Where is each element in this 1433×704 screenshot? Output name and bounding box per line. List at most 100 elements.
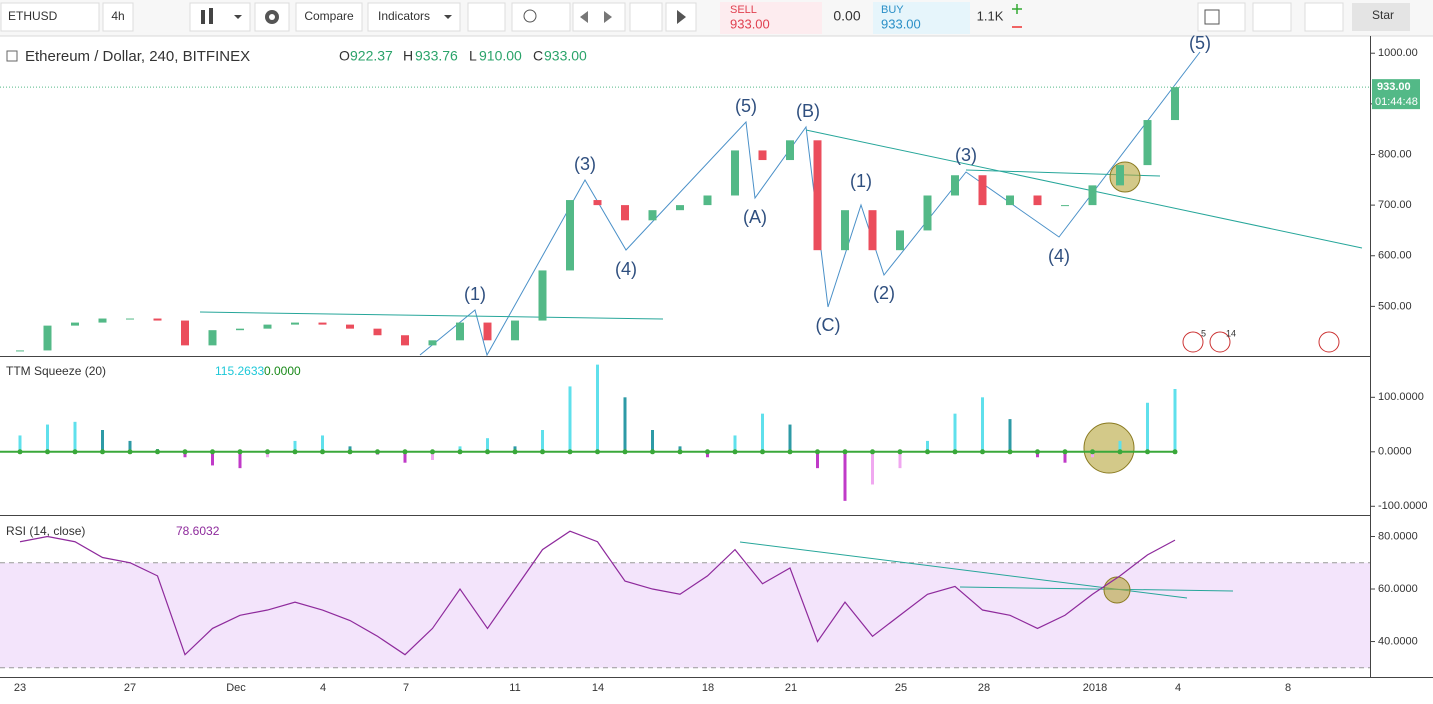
squeeze-bar [596,364,599,452]
squeeze-bar [1146,402,1149,452]
wave-label: (C) [816,315,841,335]
squeeze-bar [706,451,709,458]
rsi-title: RSI (14, close) [6,524,85,538]
candle [43,325,52,351]
close: 933.00 [544,48,587,64]
sell-price[interactable]: 933.00 [730,16,770,31]
squeeze-bar [128,440,132,452]
candle [263,324,272,329]
symbol-box[interactable] [0,2,100,32]
candle [126,318,134,320]
time-label: 27 [124,682,136,694]
squeeze-bar [431,451,434,460]
y-tick-label: 80.0000 [1378,530,1418,542]
sell-box[interactable] [720,2,822,34]
candle [1116,165,1124,186]
squeeze-bar [266,451,269,458]
time-label: 28 [978,682,990,694]
compare-btn[interactable] [295,2,363,32]
candle [483,322,492,341]
high: 933.76 [415,48,458,64]
y-tick-label: 40.0000 [1378,635,1418,647]
time-label: 2018 [1083,682,1107,694]
y-tick-label: 700.00 [1378,199,1412,211]
wave-label: (5) [1189,33,1211,53]
wave-label: (3) [574,154,596,174]
ohlc-label: H [403,48,413,64]
candle [456,322,464,341]
squeeze-bar [788,424,792,452]
y-tick-label: -100.0000 [1378,500,1428,512]
squeeze-bar [733,435,737,452]
buy-price[interactable]: 933.00 [881,16,921,31]
buy-box[interactable] [873,2,970,34]
candle [923,195,932,231]
event-count: 14 [1226,328,1236,338]
candle [648,210,657,221]
settings-btn[interactable] [254,2,290,32]
indicators-btn[interactable] [367,2,461,32]
squeeze-bar [898,451,902,469]
candle [621,205,629,221]
squeeze-bar [46,424,49,452]
candle [208,330,217,346]
squeeze-bar [953,413,957,452]
rsi-value: 78.6032 [176,524,220,538]
candle [841,210,849,251]
squeeze-bar [1091,451,1094,458]
candle [346,324,354,329]
y-tick-label: 800.00 [1378,148,1412,160]
squeeze-bar [1036,451,1039,458]
squeeze-bar [761,413,764,452]
time-label: 14 [592,682,604,694]
squeeze-bar [926,440,929,452]
candle [786,140,794,161]
price-tag [1372,79,1420,110]
time-label: 21 [785,682,797,694]
time-label: 7 [403,682,409,694]
time-label: 23 [14,682,26,694]
candle [318,322,327,325]
squeeze-value: 115.2633 [215,364,264,378]
buy-label[interactable]: BUY [881,4,904,16]
chart-style-btn[interactable] [189,2,251,32]
wave-label: (1) [464,284,486,304]
squeeze-bar [293,440,297,452]
sell-label[interactable]: SELL [730,4,757,16]
squeeze-bar [458,446,462,452]
squeeze-bar [1173,389,1177,452]
tools[interactable] [467,2,697,32]
squeeze-bar [1008,419,1012,452]
candle [71,322,79,326]
indicators[interactable]: Indicators [378,9,430,23]
candle [1006,195,1014,206]
candle [181,320,189,346]
ohlc-label: O [339,48,350,64]
candle [1143,120,1152,166]
star[interactable]: Star [1372,8,1394,22]
candle [16,350,24,352]
y-tick-label: 600.00 [1378,250,1412,262]
event-flags[interactable] [1182,331,1340,353]
wave-label: (5) [735,96,757,116]
squeeze-bar [183,451,187,458]
symbol[interactable]: ETHUSD [8,9,58,23]
y-tick-label: 0.0000 [1378,446,1412,458]
highlight-circles [1083,161,1141,604]
interval[interactable]: 4h [111,9,124,23]
interval-btn[interactable] [102,2,134,32]
candle [373,328,382,336]
candle [401,335,409,346]
right-tools[interactable] [1197,2,1410,32]
open: 922.37 [350,48,393,64]
wave-label: (A) [743,207,767,227]
wave-label: (B) [796,101,820,121]
time-label: 25 [895,682,907,694]
countdown: 01:44:48 [1375,96,1418,108]
last-price: 933.00 [1377,81,1411,93]
compare[interactable]: Compare [304,9,354,23]
qty-steppers[interactable] [1012,4,1022,28]
wave-label: (2) [873,283,895,303]
squeeze-title: TTM Squeeze (20) [6,364,106,378]
